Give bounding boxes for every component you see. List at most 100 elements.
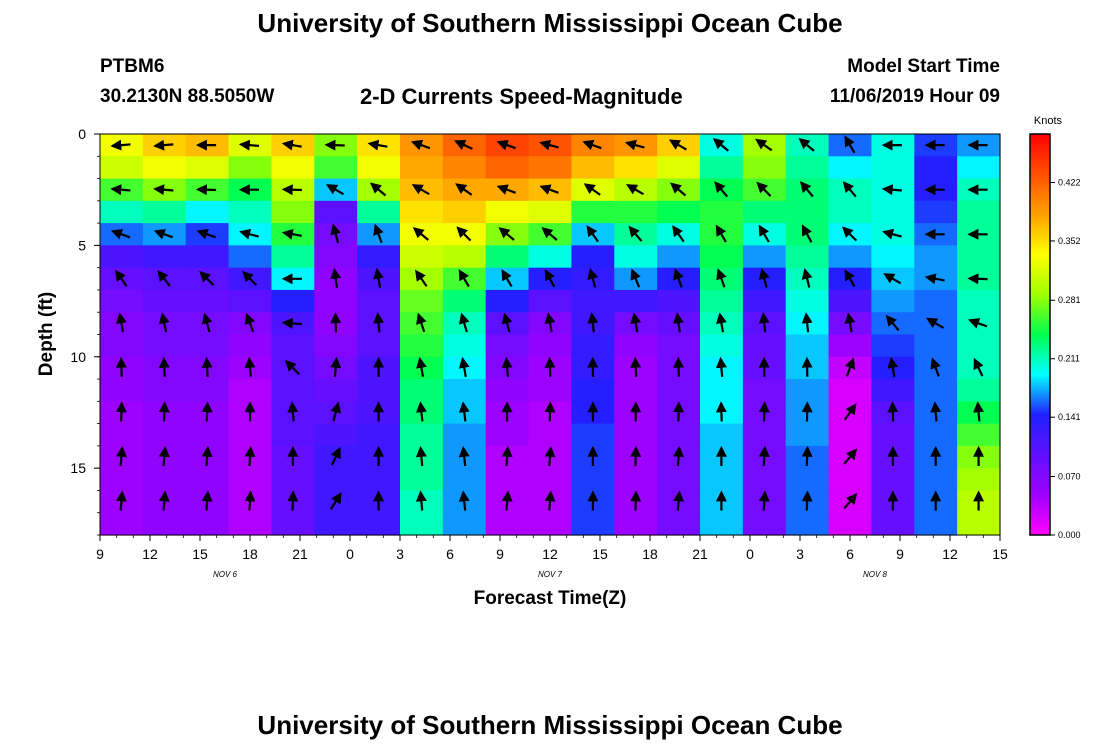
- current-arrow: [412, 227, 430, 241]
- current-arrow: [456, 226, 472, 242]
- current-arrow: [157, 269, 171, 287]
- current-arrow: [415, 269, 428, 287]
- heatmap-cell: [785, 334, 830, 358]
- current-arrow: [110, 229, 131, 240]
- current-arrow: [410, 139, 431, 151]
- y-axis: 0 5 10 15: [70, 126, 100, 536]
- heatmap-cell: [742, 423, 787, 447]
- heatmap-cell: [142, 468, 187, 492]
- heatmap-cell: [828, 156, 873, 180]
- heatmap-cell: [871, 200, 915, 224]
- x-tick-label: 12: [542, 546, 558, 562]
- x-tick-label: 6: [846, 546, 854, 562]
- heatmap-cell: [828, 334, 873, 358]
- heatmap-cell: [614, 156, 658, 180]
- heatmap-cell: [914, 423, 958, 447]
- x-tick-label: 12: [942, 546, 958, 562]
- heatmap-cell: [528, 156, 573, 180]
- heatmap-cell: [142, 245, 187, 269]
- heatmap-cell: [185, 200, 230, 224]
- current-arrow: [967, 273, 988, 285]
- heatmap-cell: [185, 468, 230, 492]
- heatmap-cell: [614, 468, 658, 492]
- heatmap-cell: [528, 200, 573, 224]
- current-arrow: [195, 184, 217, 196]
- heatmap-cell: [914, 200, 958, 224]
- heatmap-cell: [742, 468, 787, 492]
- current-arrow: [630, 445, 642, 467]
- heatmap-cell: [142, 334, 187, 358]
- heatmap-cell: [357, 245, 401, 269]
- heatmap-cell: [485, 289, 530, 313]
- current-arrow: [801, 490, 813, 511]
- current-arrow: [544, 312, 556, 333]
- current-arrow: [630, 356, 642, 377]
- heatmap-cell: [700, 423, 744, 447]
- heatmap-cell: [657, 200, 701, 224]
- heatmap-cell: [271, 468, 315, 492]
- current-arrow: [758, 267, 770, 288]
- current-arrow: [196, 229, 216, 240]
- heatmap-cell: [228, 423, 273, 447]
- heatmap-cell: [871, 289, 915, 313]
- current-arrow: [415, 445, 427, 467]
- heatmap-cell: [228, 156, 273, 180]
- current-arrow: [284, 360, 300, 376]
- heatmap-cell: [571, 423, 615, 447]
- current-arrow: [411, 184, 430, 196]
- date-label: NOV 7: [538, 570, 563, 579]
- current-arrow: [544, 268, 556, 288]
- heatmap-cell: [914, 512, 958, 536]
- heatmap-cell: [828, 379, 873, 402]
- x-tick-label: 15: [992, 546, 1008, 562]
- current-arrow: [496, 184, 516, 195]
- current-arrow: [455, 183, 473, 196]
- current-arrow: [973, 357, 984, 377]
- heatmap-cell: [785, 379, 830, 402]
- heatmap-cell: [314, 468, 358, 492]
- current-arrow: [587, 312, 599, 333]
- heatmap-cell: [528, 334, 573, 358]
- current-arrow: [544, 401, 556, 422]
- heatmap-cell: [828, 468, 873, 492]
- current-arrow: [330, 312, 342, 333]
- heatmap-cell: [100, 423, 144, 447]
- x-tick-label: 18: [242, 546, 258, 562]
- heatmap-cell: [914, 156, 958, 180]
- current-arrow: [281, 139, 302, 151]
- current-arrow: [158, 401, 170, 422]
- heatmap-cell: [271, 423, 315, 447]
- current-arrow: [458, 312, 470, 333]
- current-arrow: [882, 228, 902, 240]
- heatmap-cell: [828, 423, 873, 447]
- heatmap-cell: [528, 245, 573, 269]
- heatmap-cell: [400, 379, 444, 402]
- current-arrow: [801, 267, 813, 288]
- heatmap-cell: [100, 512, 144, 536]
- heatmap-cell: [871, 334, 915, 358]
- current-arrow: [110, 139, 131, 151]
- x-tick-label: 3: [796, 546, 804, 562]
- heatmap-cell: [657, 468, 701, 492]
- heatmap-cell: [571, 334, 615, 358]
- current-arrow: [115, 356, 127, 377]
- heatmap-cell: [400, 512, 444, 536]
- station-location: 30.2130N 88.5050W: [100, 86, 275, 107]
- heatmap-cell: [700, 200, 744, 224]
- heatmap-cell: [142, 512, 187, 536]
- heatmap-cell: [700, 379, 744, 402]
- date-label: NOV 8: [863, 570, 888, 579]
- current-arrow: [924, 273, 945, 285]
- heatmap-cell: [314, 379, 358, 402]
- heatmap-cell: [185, 379, 230, 402]
- x-tick-label: 9: [496, 546, 504, 562]
- current-arrow: [973, 401, 985, 422]
- y-tick-label: 10: [70, 349, 86, 365]
- heatmap-cell: [142, 289, 187, 313]
- heatmap-cell: [742, 200, 787, 224]
- heatmap-cell: [614, 379, 658, 402]
- heatmap-cell: [657, 379, 701, 402]
- colorbar-tick-label: 0.352: [1058, 236, 1081, 246]
- current-arrow: [330, 356, 342, 377]
- current-arrow: [287, 490, 299, 511]
